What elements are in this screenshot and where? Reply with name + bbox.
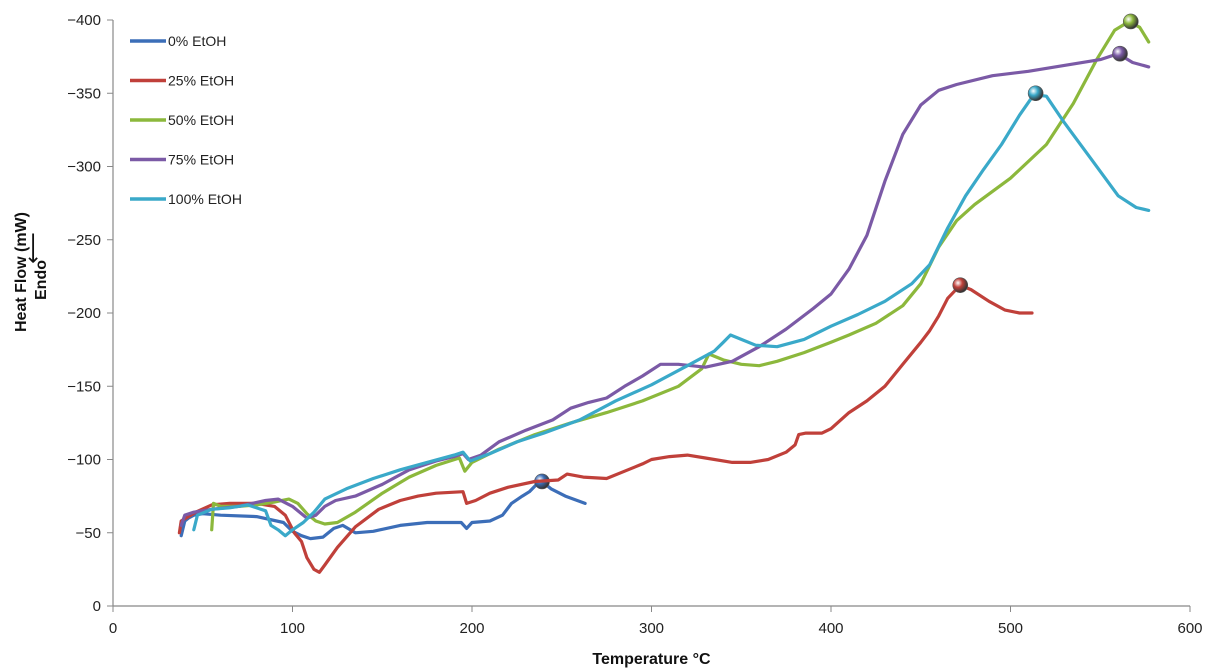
series-75-etoh bbox=[179, 45, 1151, 527]
legend-label: 100% EtOH bbox=[168, 191, 242, 207]
y-tick-label: −300 bbox=[67, 159, 101, 176]
y-tick-label: −400 bbox=[67, 12, 101, 29]
x-tick-label: 0 bbox=[109, 620, 117, 637]
series-line-75-etoh bbox=[179, 52, 1151, 527]
peak-marker-25-etoh bbox=[952, 277, 969, 293]
legend-item-0-etoh: 0% EtOH bbox=[130, 33, 226, 49]
series-50-etoh bbox=[210, 13, 1151, 532]
y-tick-label: −200 bbox=[67, 305, 101, 322]
y-tick-label: −150 bbox=[67, 378, 101, 395]
x-tick-label: 400 bbox=[818, 620, 843, 637]
legend-label: 75% EtOH bbox=[168, 152, 234, 168]
y-axis-title-line1: Heat Flow (mW) bbox=[13, 212, 30, 332]
x-tick-label: 500 bbox=[998, 620, 1023, 637]
peak-marker-50-etoh bbox=[1122, 13, 1139, 30]
x-tick-label: 100 bbox=[280, 620, 305, 637]
x-tick-label: 600 bbox=[1177, 620, 1202, 637]
x-axis-ticks: 0 100 200 300 400 500 600 bbox=[109, 606, 1203, 637]
legend-item-100-etoh: 100% EtOH bbox=[130, 191, 242, 207]
x-tick-label: 300 bbox=[639, 620, 664, 637]
series-0-etoh bbox=[179, 473, 587, 541]
legend: 0% EtOH 25% EtOH 50% EtOH 75% EtOH 100% EtOH bbox=[130, 33, 242, 207]
series-100-etoh bbox=[192, 85, 1151, 538]
y-tick-label: −350 bbox=[67, 85, 101, 102]
y-axis-title: Heat Flow (mW) Endo ⟵ bbox=[13, 212, 50, 332]
y-tick-label: −250 bbox=[67, 232, 101, 249]
legend-item-75-etoh: 75% EtOH bbox=[130, 152, 234, 168]
x-axis-title: Temperature °C bbox=[592, 651, 711, 668]
series-line-25-etoh bbox=[177, 283, 1034, 574]
axes: 0 100 200 300 400 500 600 0 −50 −100 −150 −200 −250… bbox=[67, 12, 1202, 637]
peak-marker-100-etoh bbox=[1027, 85, 1044, 102]
series-line-0-etoh bbox=[179, 479, 587, 541]
y-tick-label: 0 bbox=[93, 598, 101, 615]
endo-arrow-icon: ⟵ bbox=[20, 232, 45, 264]
series-layer bbox=[177, 13, 1151, 574]
series-25-etoh bbox=[177, 277, 1034, 574]
legend-label: 50% EtOH bbox=[168, 112, 234, 128]
y-axis-ticks: 0 −50 −100 −150 −200 −250 −300 −350 −400 bbox=[67, 12, 113, 615]
legend-item-25-etoh: 25% EtOH bbox=[130, 73, 234, 89]
peak-marker-75-etoh bbox=[1112, 45, 1128, 62]
legend-item-50-etoh: 50% EtOH bbox=[130, 112, 234, 128]
y-tick-label: −50 bbox=[76, 525, 101, 542]
x-tick-label: 200 bbox=[459, 620, 484, 637]
y-axis-title-line2: Endo bbox=[33, 260, 50, 300]
y-tick-label: −100 bbox=[67, 452, 101, 469]
legend-label: 0% EtOH bbox=[168, 33, 226, 49]
series-line-50-etoh bbox=[210, 19, 1151, 532]
legend-label: 25% EtOH bbox=[168, 73, 234, 89]
series-line-100-etoh bbox=[192, 93, 1151, 538]
